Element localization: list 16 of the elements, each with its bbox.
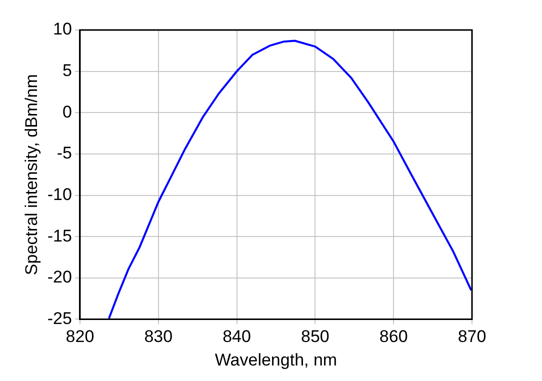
y-tick-label: 5 (62, 61, 72, 80)
x-tick-label: 860 (379, 327, 408, 346)
y-tick-label: -10 (47, 184, 72, 204)
x-tick-label: 820 (66, 327, 94, 346)
x-axis-title: Wavelength, nm (214, 350, 338, 370)
y-tick-label: -15 (47, 226, 72, 246)
y-tick-label: -25 (47, 308, 72, 328)
x-tick-label: 870 (458, 327, 486, 346)
y-tick-label: -5 (56, 144, 72, 163)
y-tick-label: -20 (47, 268, 72, 287)
y-tick-label: 10 (53, 20, 72, 39)
x-tick-label: 840 (222, 327, 251, 346)
y-tick-label: 0 (62, 102, 72, 122)
x-tick-label: 830 (144, 327, 173, 346)
y-axis-title: Spectral intensity, dBm/nm (22, 74, 41, 276)
x-tick-label: 850 (301, 327, 330, 346)
